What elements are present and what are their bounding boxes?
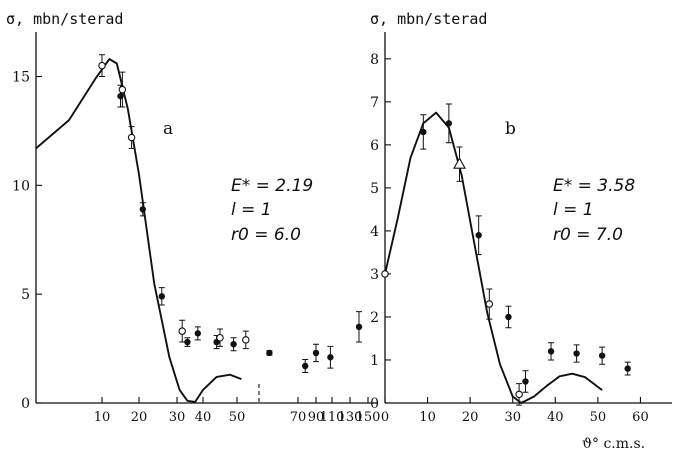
panel-b-annotation-r0: r0 = 7.0 (553, 225, 623, 245)
panel-b-data-point (475, 232, 482, 239)
panel-a-y-tick-label: 0 (21, 396, 30, 412)
panel-a-x-tick-label: 70 (290, 410, 307, 425)
panel-b-x-tick-label: 30 (504, 410, 521, 425)
panel-b-label: b (505, 119, 516, 139)
panel-a-label: a (163, 119, 173, 139)
panel-a-x-tick-label: 150 (356, 410, 381, 425)
panel-b-data-point (420, 128, 427, 136)
panel-b-data-point (445, 120, 453, 127)
panel-b-data-point (522, 378, 529, 385)
panel-b-y-tick-label: 1 (370, 353, 379, 369)
panel-a-fit-curve (35, 58, 242, 403)
panel-b-y-tick-label: 8 (370, 52, 379, 68)
panel-a-y-tick-label: 5 (21, 287, 30, 303)
panel-a-x-tick-label: 50 (229, 410, 246, 425)
panel-a-data-point (178, 327, 186, 335)
panel-a-data-point (184, 338, 191, 346)
panel-a-x-tick-label: 40 (195, 410, 212, 425)
panel-b-x-tick-label: 40 (547, 410, 564, 425)
panel-b-data-point (485, 300, 494, 308)
panel-a-x-tick-label: 10 (94, 410, 111, 425)
panel-a-data-point (266, 349, 273, 357)
panel-a-data-point (158, 293, 165, 300)
panel-a-y-axis-label: σ, mbn/sterad (6, 10, 123, 28)
panel-a-fit-curve-line (35, 58, 242, 403)
panel-b-annotation-energy: E* = 3.58 (553, 176, 635, 196)
panel-b-fit-curve-line (384, 111, 603, 404)
panel-a-data-point (98, 61, 106, 70)
panel-b-data-point (453, 157, 466, 169)
panel-b-data-point (624, 365, 631, 372)
panel-b-data-point (573, 350, 580, 357)
panel-b-data-point (515, 390, 523, 399)
panel-b-x-tick-label: 50 (590, 410, 607, 425)
panel-a-data-point (302, 362, 309, 370)
panel-a-data-point (312, 349, 320, 357)
panel-b-data-point (598, 352, 606, 359)
panel-a-y-tick-label: 15 (12, 70, 30, 86)
panel-a-y-tick-label: 10 (12, 178, 30, 194)
panel-b-fit-curve (384, 111, 603, 404)
panel-a-x-tick-label: 30 (169, 410, 186, 425)
panel-b-x-tick-label: 60 (632, 410, 649, 425)
panel-a-data-point (355, 323, 363, 331)
panel-b-data-point (381, 270, 389, 278)
panel-a-data-point (194, 330, 201, 337)
panel-a-data-points (98, 54, 363, 374)
panel-a-data-point (118, 85, 127, 94)
panel-b-y-tick-label: 2 (370, 310, 379, 326)
panel-b-y-tick-label: 0 (370, 396, 379, 412)
panel-a-data-point (230, 341, 237, 348)
panel-a-x-tick-label: 20 (131, 410, 148, 425)
panel-a-x-tick-label: 90 (308, 410, 325, 425)
panel-b-x-tick-label: 10 (419, 410, 436, 425)
panel-b-y-tick-label: 5 (370, 181, 379, 197)
panel-b-annotation-l: l = 1 (553, 200, 594, 220)
panel-b-data-points (381, 103, 631, 406)
panel-b-y-tick-label: 7 (370, 95, 379, 111)
panel-a-data-point (127, 133, 136, 142)
panel-b-data-point (547, 348, 555, 355)
panel-a-x-tick-label: 110 (320, 410, 345, 425)
panel-a-data-point (327, 354, 334, 361)
panel-b-x-tick-label: 0 (381, 410, 389, 425)
panel-a-data-point (242, 336, 250, 344)
panel-a-annotation-l: l = 1 (231, 200, 272, 220)
panel-b-x-ticks: 0 10 20 30 40 50 60 (381, 397, 649, 425)
panel-a-data-point (139, 206, 146, 213)
panel-b-y-tick-label: 6 (370, 138, 379, 154)
panel-b-y-tick-label: 4 (370, 224, 379, 240)
panel-a-y-ticks: 0 5 10 15 (12, 70, 42, 412)
panel-a-annotation-r0: r0 = 6.0 (231, 225, 301, 245)
panel-b-data-point (505, 313, 512, 321)
panel-b-y-ticks: 0 1 2 3 4 5 6 7 8 (370, 52, 391, 412)
panel-a-annotation-energy: E* = 2.19 (231, 176, 313, 196)
panel-b-y-tick-label: 3 (370, 267, 379, 283)
panel-b-x-tick-label: 20 (462, 410, 479, 425)
panel-a-data-point (216, 333, 224, 342)
panel-b-x-axis-label: ϑ° c.m.s. (582, 436, 645, 452)
panel-a-x-tick-label: 130 (338, 410, 363, 425)
panel-b-y-axis-label: σ, mbn/sterad (370, 10, 487, 28)
